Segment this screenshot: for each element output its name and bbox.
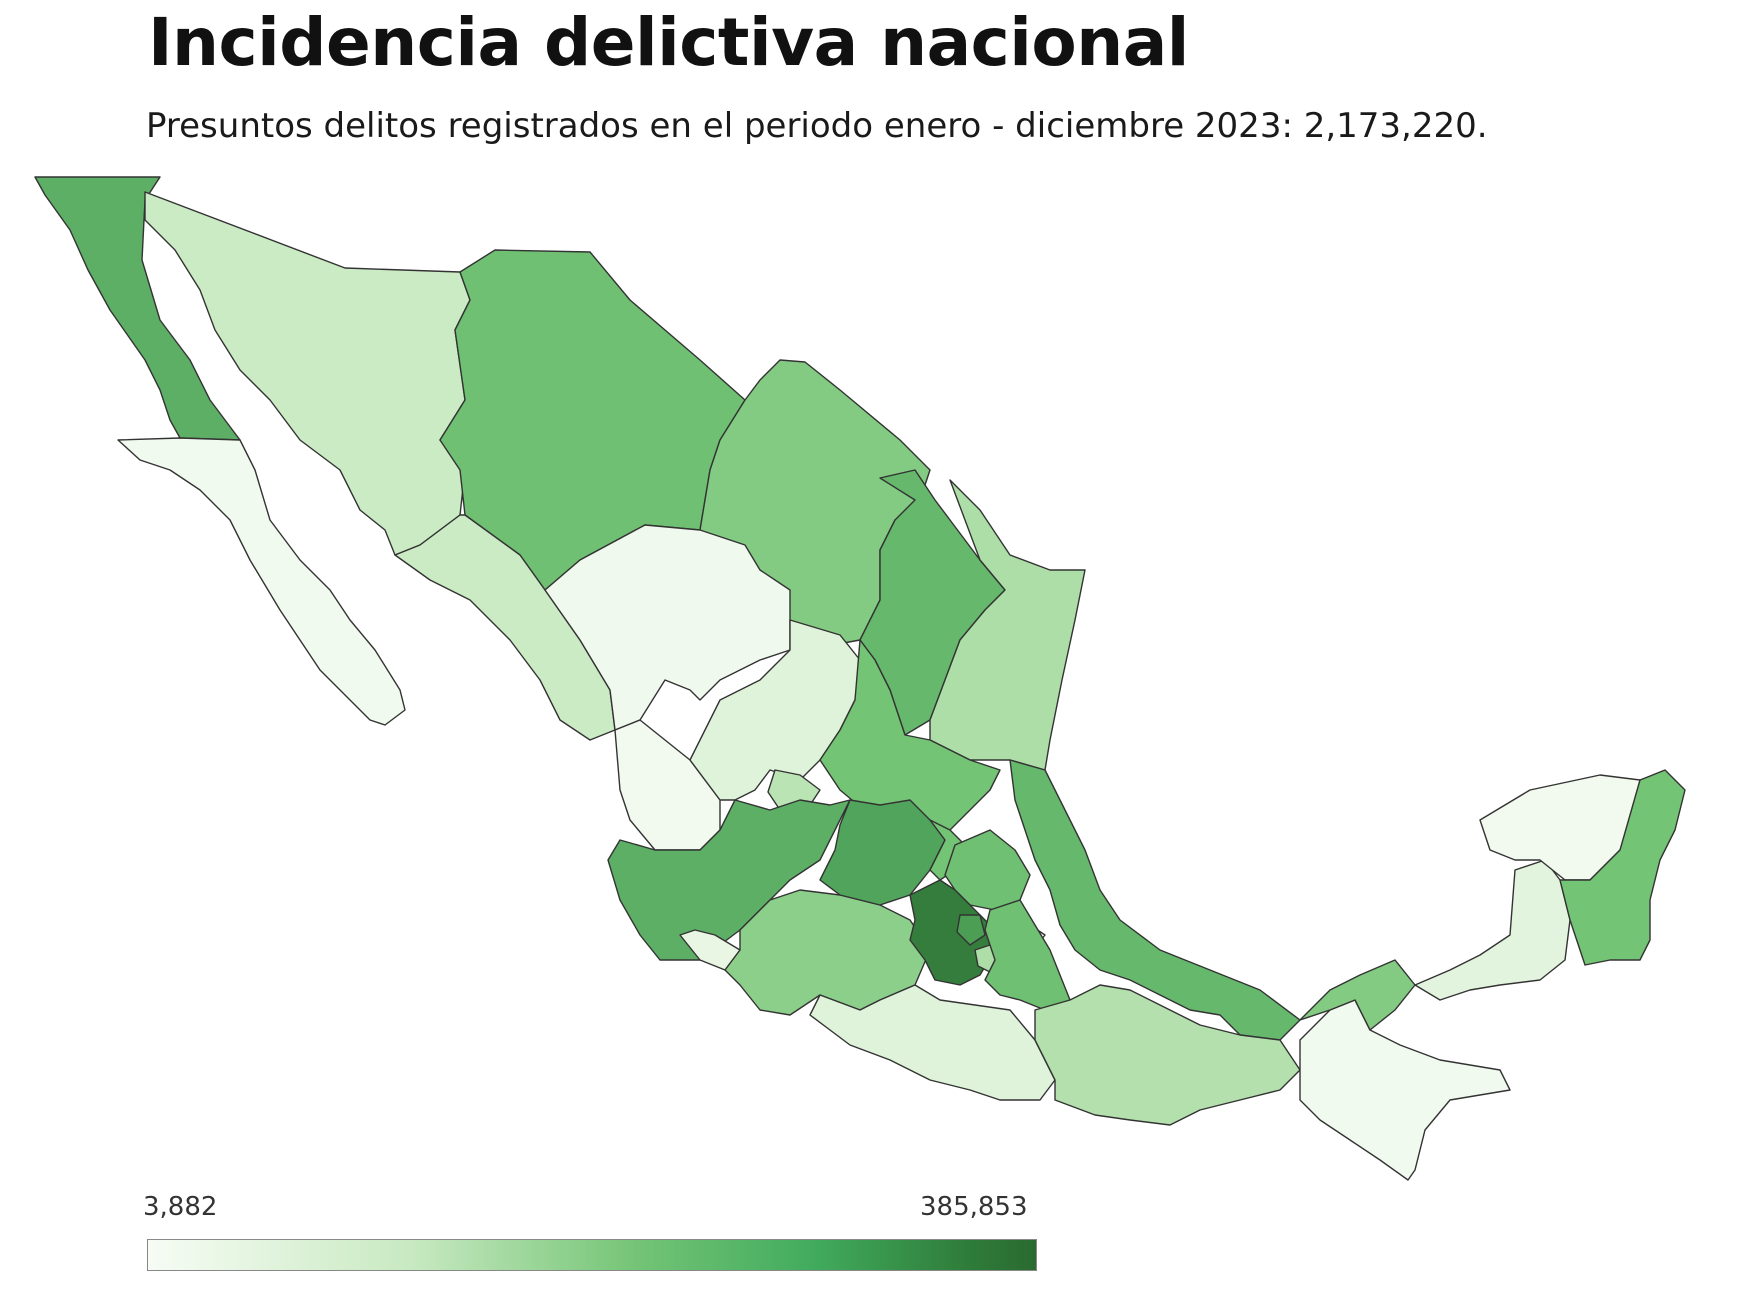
state-oaxaca: [1034, 984, 1301, 1126]
state-jalisco: [607, 799, 851, 961]
state-veracruz: [1009, 759, 1301, 1041]
state-campeche: [1414, 859, 1571, 1001]
state-durango: [544, 524, 791, 731]
legend-max-label: 385,853: [920, 1192, 1028, 1222]
state-ciudad-de-mexico: [956, 914, 986, 946]
state-quintana-roo: [1559, 769, 1686, 966]
state-guerrero: [809, 984, 1056, 1101]
state-tabasco: [1299, 959, 1416, 1031]
legend-color-scale: [147, 1239, 1037, 1271]
state-chiapas: [1299, 999, 1511, 1181]
legend-min-label: 3,882: [143, 1192, 218, 1222]
state-estado-de-mexico: [909, 879, 996, 986]
chart-title: Incidencia delictiva nacional: [148, 4, 1189, 81]
state-san-luis-potosi: [819, 639, 1001, 851]
state-baja-california-sur: [117, 437, 406, 726]
chart-subtitle: Presuntos delitos registrados en el peri…: [146, 106, 1488, 146]
